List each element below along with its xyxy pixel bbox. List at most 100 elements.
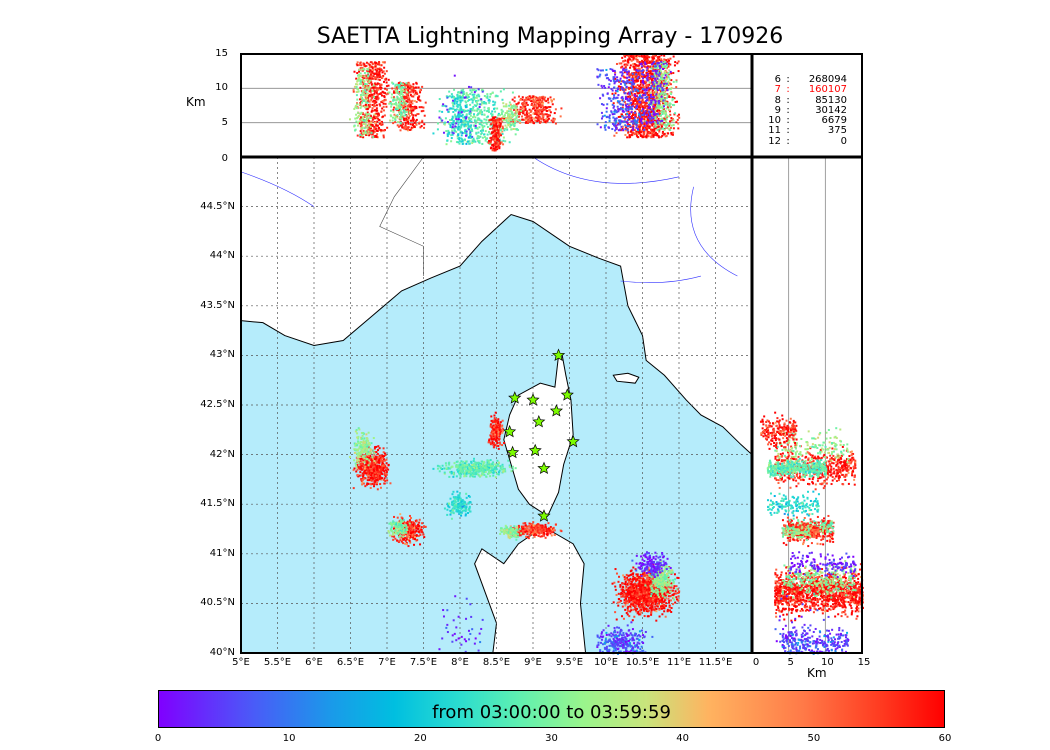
source-point-alt-lat <box>822 543 825 546</box>
source-point <box>497 461 500 464</box>
source-point <box>462 470 465 473</box>
source-point-alt-lat <box>792 517 795 520</box>
source-point <box>496 464 499 467</box>
source-point-alt-lat <box>838 469 841 472</box>
source-point-lon-alt <box>405 110 408 113</box>
source-point-lon-alt <box>417 112 420 115</box>
source-point-alt-lat <box>777 457 780 460</box>
source-point <box>411 523 414 526</box>
source-point-alt-lat <box>831 526 834 529</box>
source-point-alt-lat <box>845 458 848 461</box>
source-point-alt-lat <box>783 474 786 477</box>
source-point-lon-alt <box>461 138 464 141</box>
source-point-alt-lat <box>830 452 833 455</box>
source-point-lon-alt <box>457 123 460 126</box>
source-point <box>406 520 409 523</box>
source-point-alt-lat <box>814 508 817 511</box>
source-point-alt-lat <box>784 456 787 459</box>
source-point-lon-alt <box>448 108 451 111</box>
source-point-lon-alt <box>359 81 362 84</box>
source-point <box>465 496 468 499</box>
source-point-lon-alt <box>397 104 400 107</box>
source-point <box>486 459 489 462</box>
source-point-alt-lat <box>785 510 788 513</box>
source-point-alt-lat <box>777 458 780 461</box>
source-point <box>360 444 363 447</box>
source-point <box>394 521 397 524</box>
source-point-lon-alt <box>451 129 454 132</box>
source-point-alt-lat <box>839 471 842 474</box>
source-point-lon-alt <box>412 116 415 119</box>
source-point <box>360 463 363 466</box>
source-point-lon-alt <box>400 111 403 114</box>
source-point-alt-lat <box>799 478 802 481</box>
source-point <box>389 528 392 531</box>
source-point-alt-lat <box>792 514 795 517</box>
source-point-lon-alt <box>456 93 459 96</box>
source-point <box>360 478 363 481</box>
source-point-lon-alt <box>393 96 396 99</box>
source-point-lon-alt <box>415 92 418 95</box>
source-point <box>489 466 492 469</box>
source-point <box>374 459 377 462</box>
source-point <box>362 439 365 442</box>
source-point-alt-lat <box>824 469 827 472</box>
source-point-lon-alt <box>356 134 359 137</box>
source-point-alt-lat <box>809 459 812 462</box>
source-point-alt-lat <box>801 459 804 462</box>
source-point-alt-lat <box>781 505 784 508</box>
source-point-alt-lat <box>824 465 827 468</box>
source-point <box>376 452 379 455</box>
source-point-lon-alt <box>470 118 473 121</box>
source-point <box>371 463 374 466</box>
source-point <box>458 512 461 515</box>
source-point-lon-alt <box>469 114 472 117</box>
source-point-lon-alt <box>483 95 486 98</box>
source-point-lon-alt <box>401 83 404 86</box>
source-point <box>485 475 488 478</box>
source-point-alt-lat <box>781 519 784 522</box>
source-point <box>354 448 357 451</box>
source-point-lon-alt <box>479 110 482 113</box>
source-point-lon-alt <box>470 109 473 112</box>
source-point-lon-alt <box>465 114 468 117</box>
source-point <box>460 463 463 466</box>
source-point-alt-lat <box>828 446 831 449</box>
source-point-alt-lat <box>790 470 793 473</box>
source-point-lon-alt <box>477 108 480 111</box>
source-point <box>376 481 379 484</box>
source-point <box>401 532 404 535</box>
source-point-alt-lat <box>854 467 857 470</box>
source-point-lon-alt <box>399 87 402 90</box>
source-point-alt-lat <box>848 464 851 467</box>
source-point-lon-alt <box>408 99 411 102</box>
source-point <box>402 528 405 531</box>
source-point-lon-alt <box>371 96 374 99</box>
source-point-lon-alt <box>359 130 362 133</box>
source-point-alt-lat <box>839 428 842 431</box>
source-point-alt-lat <box>821 465 824 468</box>
source-point-lon-alt <box>479 135 482 138</box>
source-point <box>481 472 484 475</box>
source-point-alt-lat <box>779 476 782 479</box>
source-point-lon-alt <box>359 102 362 105</box>
source-point-lon-alt <box>378 67 381 70</box>
source-point-alt-lat <box>816 479 819 482</box>
source-point-alt-lat <box>789 466 792 469</box>
source-point-lon-alt <box>355 77 358 80</box>
source-point-alt-lat <box>781 532 784 535</box>
source-point-alt-lat <box>809 446 812 449</box>
source-point-lon-alt <box>476 109 479 112</box>
source-point-alt-lat <box>797 469 800 472</box>
source-point-alt-lat <box>848 462 851 465</box>
source-point <box>456 496 459 499</box>
source-point-lon-alt <box>363 131 366 134</box>
source-point-lon-alt <box>361 69 364 72</box>
source-point-lon-alt <box>409 109 412 112</box>
source-point-lon-alt <box>367 96 370 99</box>
source-point <box>418 521 421 524</box>
source-point-alt-lat <box>788 454 791 457</box>
source-point <box>397 530 400 533</box>
source-point-lon-alt <box>375 109 378 112</box>
source-point-lon-alt <box>404 124 407 127</box>
